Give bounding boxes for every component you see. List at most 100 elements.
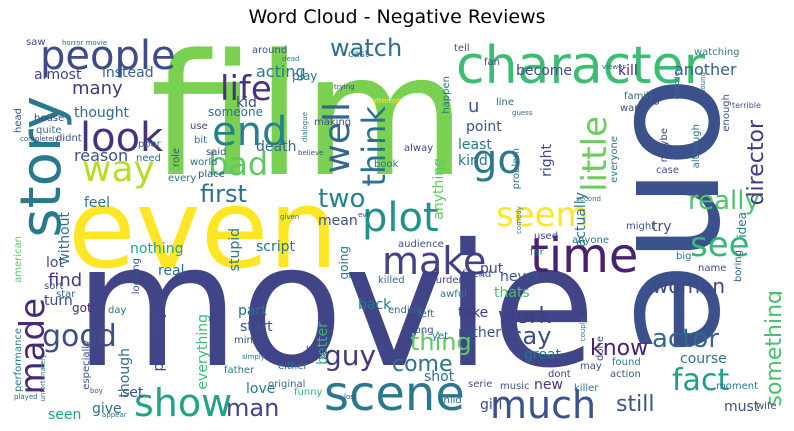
word-everything: everything [195, 314, 211, 390]
word-always: alway [404, 143, 434, 154]
word-nothing: nothing [130, 241, 184, 257]
word-wife: wife [756, 401, 777, 412]
word-played: played [14, 393, 38, 401]
word-role: role [171, 148, 182, 167]
word-love: love [246, 381, 276, 397]
word-point: point [466, 119, 502, 135]
word-show: show [134, 381, 233, 420]
word-book: book [374, 159, 399, 170]
word-music: music [500, 381, 530, 392]
word-kid: kid [236, 95, 257, 111]
word-comedy: comedy [515, 206, 523, 234]
word-work: work [498, 304, 552, 329]
word-two: two [318, 184, 366, 214]
word-horror-movie: horror movie [62, 39, 108, 47]
word-really: really [688, 186, 760, 216]
word-many: many [72, 78, 123, 99]
word-left: left [418, 309, 435, 320]
word-life: life [220, 69, 272, 109]
word-bit: bit [194, 135, 208, 146]
word-dont: dont [548, 369, 571, 380]
word-especially: especially [81, 340, 92, 390]
word-scene: scene [324, 366, 465, 420]
word-much: much [490, 383, 597, 420]
word-actor: actor [652, 324, 720, 354]
word-instead: instead [102, 65, 154, 81]
word-unfortunately: unfortunately [39, 354, 47, 402]
word-see: see [690, 225, 750, 265]
word-done: done [595, 336, 606, 361]
word-funny: funny [294, 387, 323, 398]
word-rather: rather [458, 325, 502, 341]
word-going: going [337, 246, 351, 280]
word-killed: killed [378, 275, 405, 286]
word-yet: yet [432, 331, 448, 342]
word-real: real [158, 263, 185, 279]
word-thats: thats [494, 285, 530, 301]
word-fan: fan [484, 57, 500, 68]
word-play: play [292, 69, 318, 83]
word-make: make [382, 239, 487, 283]
word-name: name [698, 263, 727, 274]
word-friend: friend [462, 269, 492, 280]
word-looking: looking [131, 258, 142, 295]
word-boring: boring [733, 250, 744, 283]
word-action: action [610, 369, 641, 380]
word-think: think [355, 106, 393, 187]
word-killer: killer [574, 383, 599, 394]
word-attempt: attempt [372, 97, 401, 105]
word-minute: minute [234, 335, 270, 346]
word-character: character [456, 36, 706, 96]
word-sound: sound [699, 72, 707, 94]
word-old: old [651, 90, 662, 106]
word-episode: episode [673, 72, 681, 100]
word-cast: cast [348, 49, 369, 60]
word-far: far [530, 247, 544, 258]
word-every: every [168, 173, 197, 184]
word-used: used [534, 231, 559, 242]
word-line: line [496, 97, 515, 108]
word-everyone: everyone [609, 136, 620, 183]
word-time: time [530, 228, 639, 284]
word-must: must [724, 399, 760, 415]
word-cloud: film movie one even character story peop… [12, 36, 782, 420]
word-got: got [72, 301, 92, 315]
word-case: case [656, 165, 679, 176]
chart-title: Word Cloud - Negative Reviews [248, 6, 546, 28]
word-another: another [674, 60, 737, 79]
word-seem: seem [496, 195, 589, 235]
word-guess: guess [512, 109, 533, 117]
word-anything: anything [431, 158, 447, 220]
word-director: director [744, 120, 769, 206]
word-original: original [268, 379, 306, 390]
word-american: american [13, 236, 24, 283]
word-try: try [652, 219, 672, 235]
word-given: given [280, 213, 300, 221]
word-awful: awful [440, 289, 467, 300]
word-woman: woman [652, 274, 726, 298]
word-acting: acting [256, 62, 306, 81]
word-shot: shot [424, 369, 455, 385]
word-moment: moment [716, 381, 759, 392]
word-end: end [212, 109, 288, 155]
word-go: go [472, 137, 522, 183]
word-people: people [40, 36, 176, 79]
word-kill: kill [618, 63, 638, 79]
word-poor: poor [138, 139, 161, 150]
word-didnt: didnt [56, 133, 82, 144]
word-completely: completely [20, 135, 59, 143]
word-u: u [468, 96, 480, 117]
word-maybe: maybe [659, 128, 670, 163]
word-family: family [624, 91, 655, 102]
word-script: script [256, 239, 296, 255]
word-second: second [576, 195, 601, 203]
word-boy: boy [90, 387, 103, 395]
word-making: making [314, 117, 352, 128]
word-put: put [480, 261, 504, 277]
word-way: way [82, 149, 155, 190]
word-said: said [206, 147, 227, 158]
word-around: around [252, 45, 288, 56]
word-want: want [620, 103, 645, 114]
word-place: place [198, 169, 225, 180]
word-interesting: interesting [540, 353, 578, 361]
